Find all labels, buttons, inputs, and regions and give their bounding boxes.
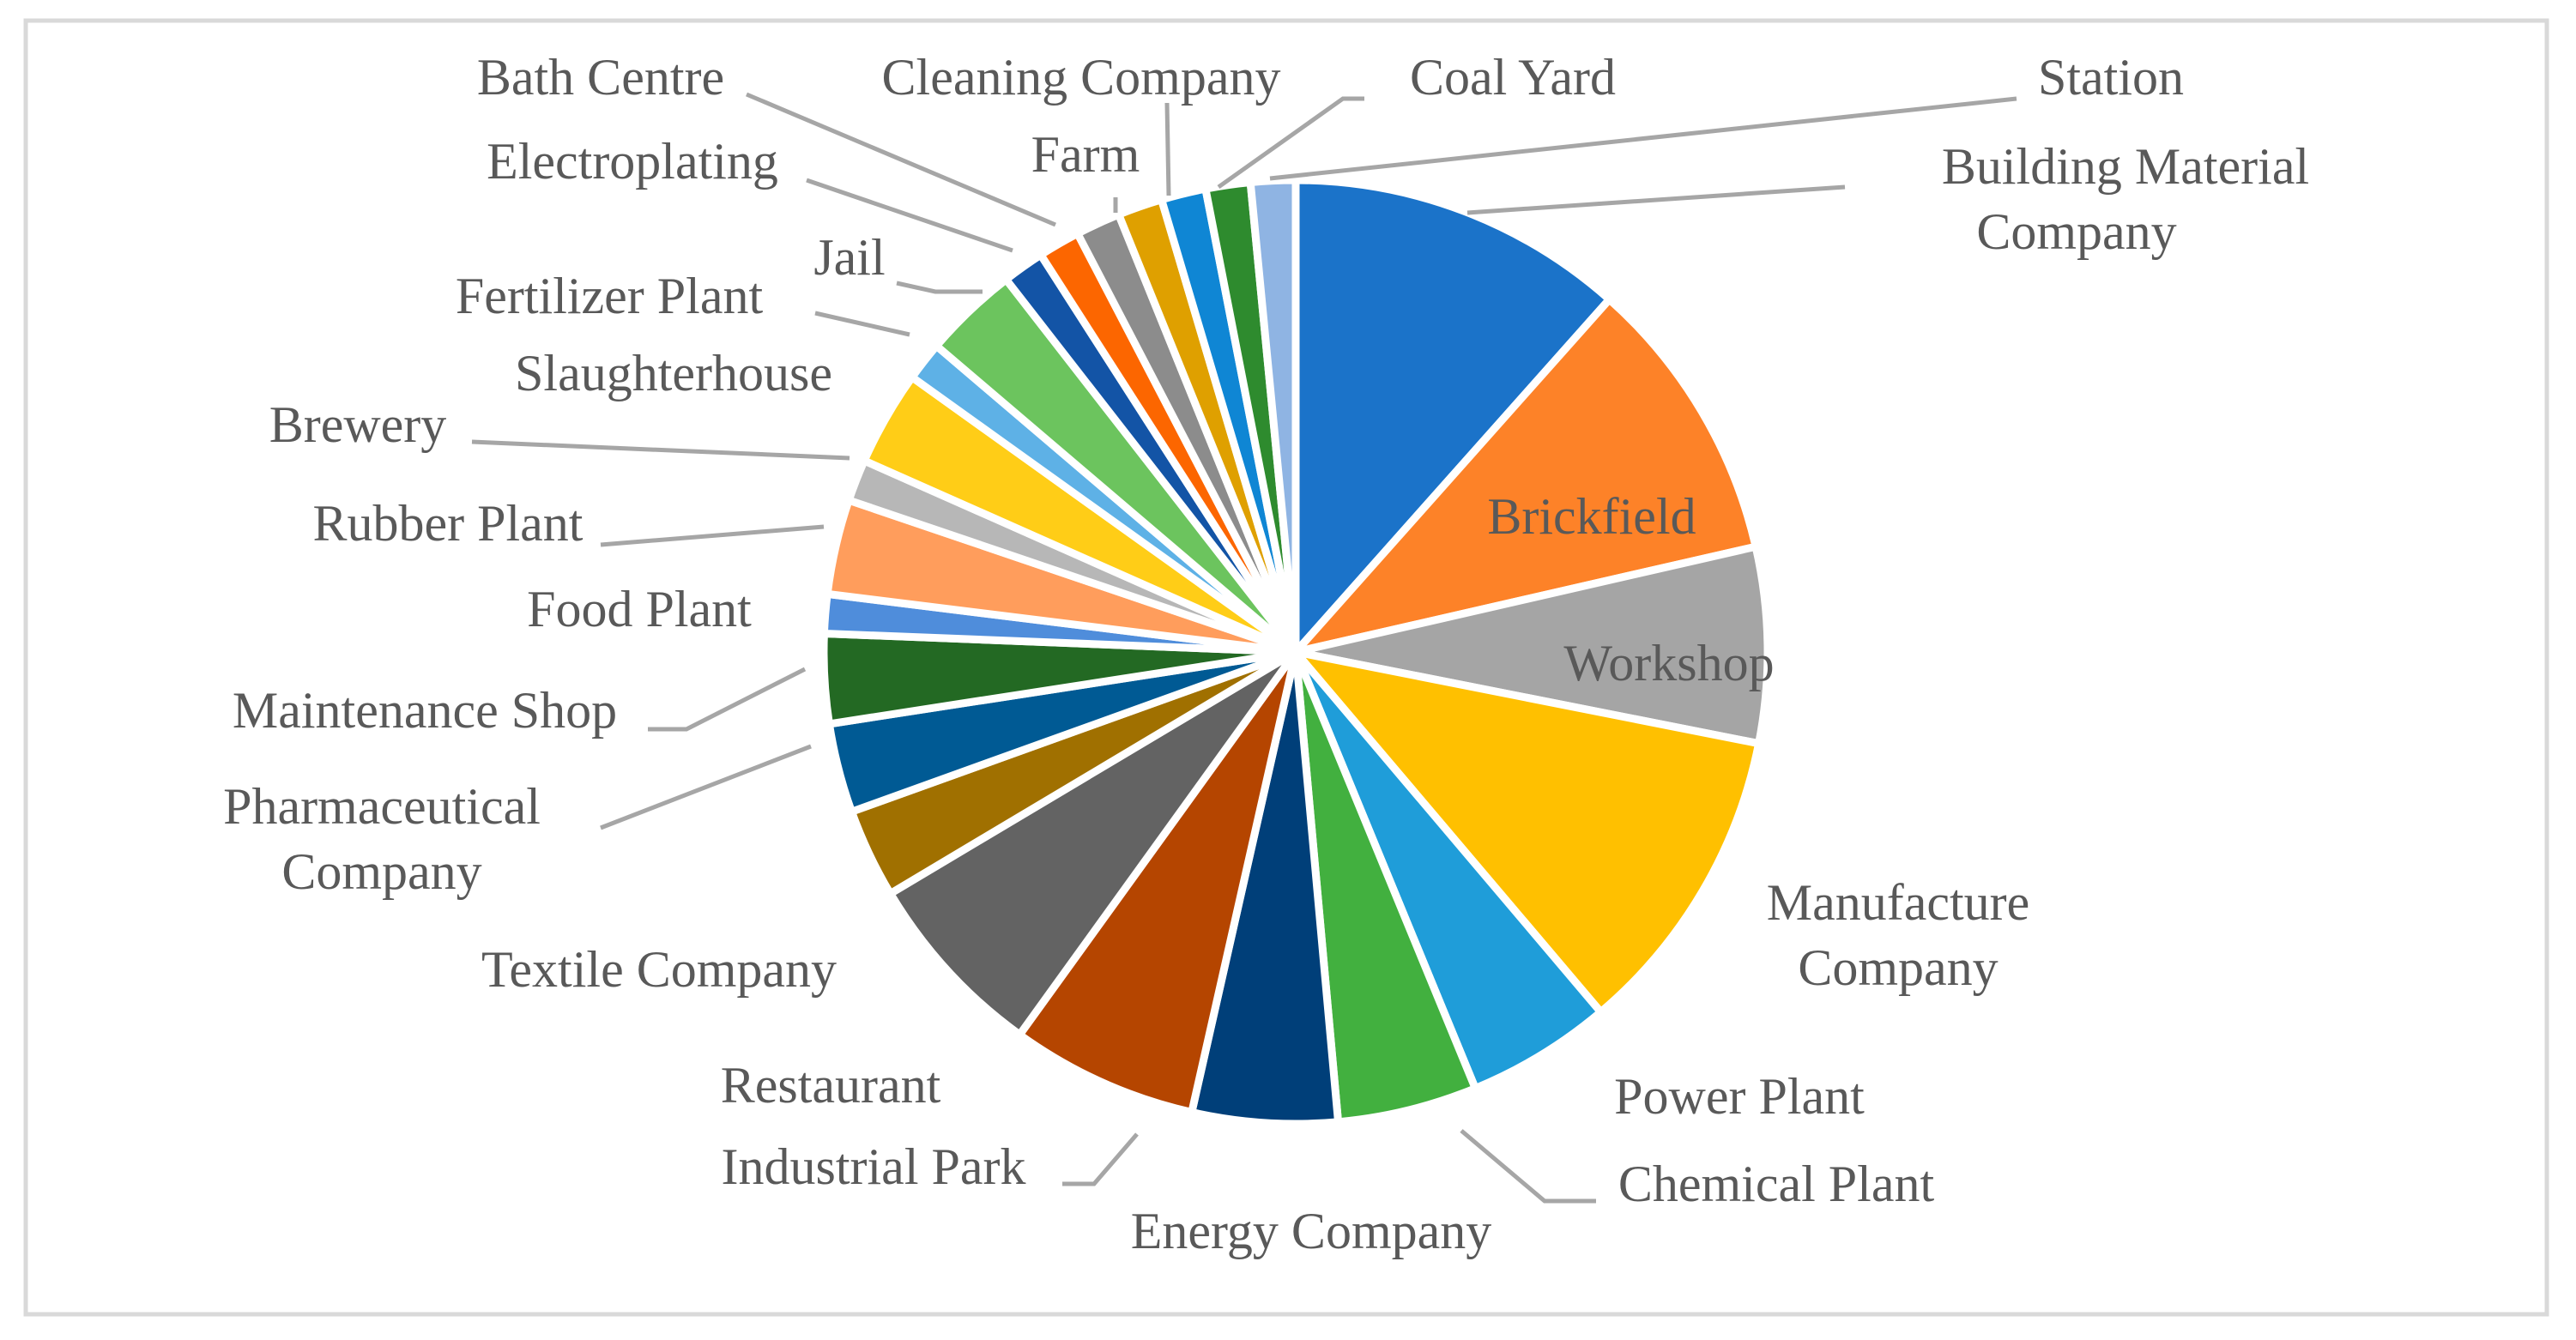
leader-lines xyxy=(471,92,2017,1204)
slice-labels: Building Material Company Brickfield Worksh… xyxy=(223,49,2309,1259)
slice-label-power-plant: Power Plant xyxy=(1614,1068,1865,1125)
leader-line-building-material-company xyxy=(1466,184,1846,215)
slice-label-station: Station xyxy=(2038,49,2184,106)
leader-line-bath-centre xyxy=(746,92,1056,227)
slice-label-bath-centre: Bath Centre xyxy=(477,49,724,106)
leader-line-jail xyxy=(896,281,983,294)
slice-label-slaughterhouse: Slaughterhouse xyxy=(515,345,832,401)
slice-label-manufacture-company: Manufacture Company xyxy=(1767,874,2030,996)
leader-line-maintenance-shop xyxy=(648,667,807,732)
slice-label-pharmaceutical-company: Pharmaceutical Company xyxy=(223,778,541,900)
leader-line-coal-yard xyxy=(1217,96,1364,190)
slice-label-energy-company: Energy Company xyxy=(1131,1203,1492,1259)
slice-label-brickfield: Brickfield xyxy=(1487,488,1696,545)
leader-line-brewery xyxy=(471,439,850,461)
pie-slice-restaurant xyxy=(886,648,1300,1039)
slice-label-electroplating: Electroplating xyxy=(487,133,778,190)
pie-slice-industrial-park xyxy=(1015,648,1300,1116)
leader-line-station xyxy=(1269,96,2017,181)
pie-slice-manufacture-company xyxy=(1291,648,1763,1017)
slice-label-maintenance-shop: Maintenance Shop xyxy=(233,682,617,739)
slice-label-food-plant: Food Plant xyxy=(527,581,752,637)
slice-label-farm: Farm xyxy=(1031,126,1140,183)
leader-line-electroplating xyxy=(806,178,1013,253)
leader-line-fertilizer-plant xyxy=(814,311,910,337)
slice-label-rubber-plant: Rubber Plant xyxy=(313,495,584,552)
slice-label-chemical-plant: Chemical Plant xyxy=(1618,1156,1935,1212)
pie-slice-brickfield xyxy=(1291,295,1760,656)
leader-line-industrial-park xyxy=(1062,1132,1139,1186)
pie-slice-24 xyxy=(1246,176,1300,656)
slice-label-textile-company: Textile Company xyxy=(481,941,837,998)
slice-label-cleaning-company: Cleaning Company xyxy=(882,49,1281,106)
slice-label-industrial-park: Industrial Park xyxy=(722,1138,1026,1195)
slice-label-jail: Jail xyxy=(813,229,885,286)
pie-slice-workshop xyxy=(1291,542,1772,748)
leader-line-cleaning-company xyxy=(1164,102,1171,196)
slice-label-building-material-company: Building Material Company xyxy=(1942,138,2309,260)
slice-label-workshop: Workshop xyxy=(1563,635,1774,691)
slice-label-coal-yard: Coal Yard xyxy=(1410,49,1616,106)
pie-slices xyxy=(819,176,1772,1128)
leader-line-pharmaceutical-company xyxy=(600,744,812,830)
leader-line-chemical-plant xyxy=(1460,1129,1596,1204)
pie-slice-building-material-company xyxy=(1291,176,1613,656)
leader-line-rubber-plant xyxy=(600,524,825,547)
slice-label-restaurant: Restaurant xyxy=(721,1057,941,1114)
slice-label-brewery: Brewery xyxy=(269,396,447,453)
slice-label-fertilizer-plant: Fertilizer Plant xyxy=(456,268,764,324)
